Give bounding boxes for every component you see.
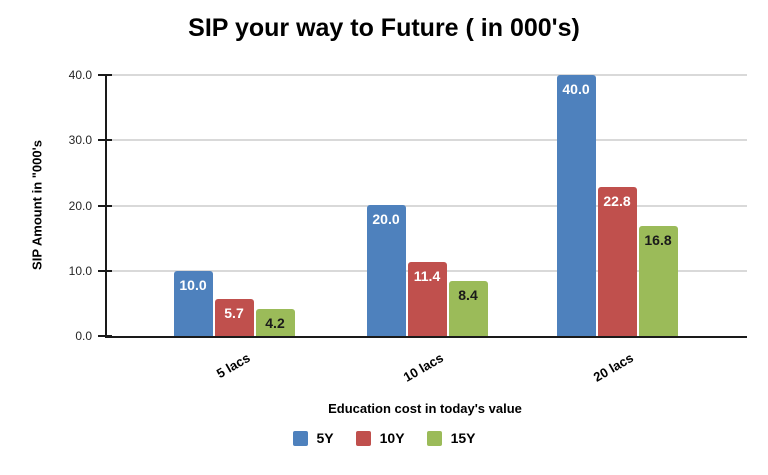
legend-swatch-5Y — [292, 430, 308, 446]
bar-15Y-20-lacs: 16.8 — [638, 226, 678, 336]
chart-title: SIP your way to Future ( in 000's) — [188, 14, 580, 42]
bar-value-label: 10.0 — [179, 277, 207, 293]
bar-value-label: 16.8 — [644, 232, 672, 248]
bar-value-label: 5.7 — [224, 305, 244, 321]
bar-group-20-lacs: 40.0 22.8 16.8 — [556, 75, 678, 336]
legend: 5Y 10Y 15Y — [0, 430, 768, 446]
y-axis-tick — [98, 335, 112, 337]
legend-label: 10Y — [379, 430, 405, 446]
legend-label: 5Y — [316, 430, 334, 446]
bar-group-5-lacs: 10.0 5.7 4.2 — [173, 271, 295, 336]
bar-5Y-5-lacs: 10.0 — [173, 271, 213, 336]
y-tick-label: 40.0 — [68, 68, 92, 82]
bar-value-label: 4.2 — [265, 315, 285, 331]
plot-area: 0.0 10.0 20.0 30.0 40.0 10.0 5.7 4.2 20.0 11.4 8.4… — [69, 68, 747, 343]
legend-swatch-15Y — [426, 430, 442, 446]
x-category-label-5-lacs: 5 lacs — [213, 350, 253, 382]
y-axis-tick — [98, 269, 112, 272]
bar-15Y-10-lacs: 8.4 — [448, 281, 488, 336]
legend-item-5Y: 5Y — [292, 430, 334, 446]
y-axis-title: SIP Amount in "000's — [29, 140, 45, 270]
x-category-label-20-lacs: 20 lacs — [590, 350, 636, 385]
y-tick-label: 0.0 — [75, 329, 92, 343]
bar-10Y-5-lacs: 5.7 — [214, 299, 254, 336]
bar-group-10-lacs: 20.0 11.4 8.4 — [366, 205, 488, 336]
gridline-20 — [107, 204, 747, 207]
bar-value-label: 40.0 — [562, 81, 590, 97]
bar-10Y-20-lacs: 22.8 — [597, 187, 637, 336]
gridline-40 — [107, 74, 747, 76]
legend-item-10Y: 10Y — [355, 430, 405, 446]
bar-value-label: 22.8 — [603, 193, 631, 209]
y-tick-label: 30.0 — [68, 133, 92, 148]
bar-value-label: 20.0 — [372, 211, 400, 227]
legend-swatch-10Y — [355, 430, 371, 446]
bar-5Y-10-lacs: 20.0 — [366, 205, 406, 336]
y-axis-tick — [98, 204, 112, 207]
legend-item-15Y: 15Y — [426, 430, 476, 446]
y-tick-label: 20.0 — [68, 198, 92, 213]
bar-5Y-20-lacs: 40.0 — [556, 75, 596, 336]
x-category-label-10-lacs: 10 lacs — [400, 350, 446, 385]
bar-10Y-10-lacs: 11.4 — [407, 262, 447, 336]
bar-value-label: 8.4 — [458, 287, 478, 303]
bar-15Y-5-lacs: 4.2 — [255, 309, 295, 336]
y-axis-tick — [98, 74, 112, 76]
y-tick-label: 10.0 — [68, 263, 92, 278]
y-axis-tick — [98, 139, 112, 142]
gridline-30 — [107, 139, 747, 142]
bar-value-label: 11.4 — [413, 268, 441, 284]
x-axis-title: Education cost in today's value — [328, 401, 522, 416]
legend-label: 15Y — [450, 430, 476, 446]
